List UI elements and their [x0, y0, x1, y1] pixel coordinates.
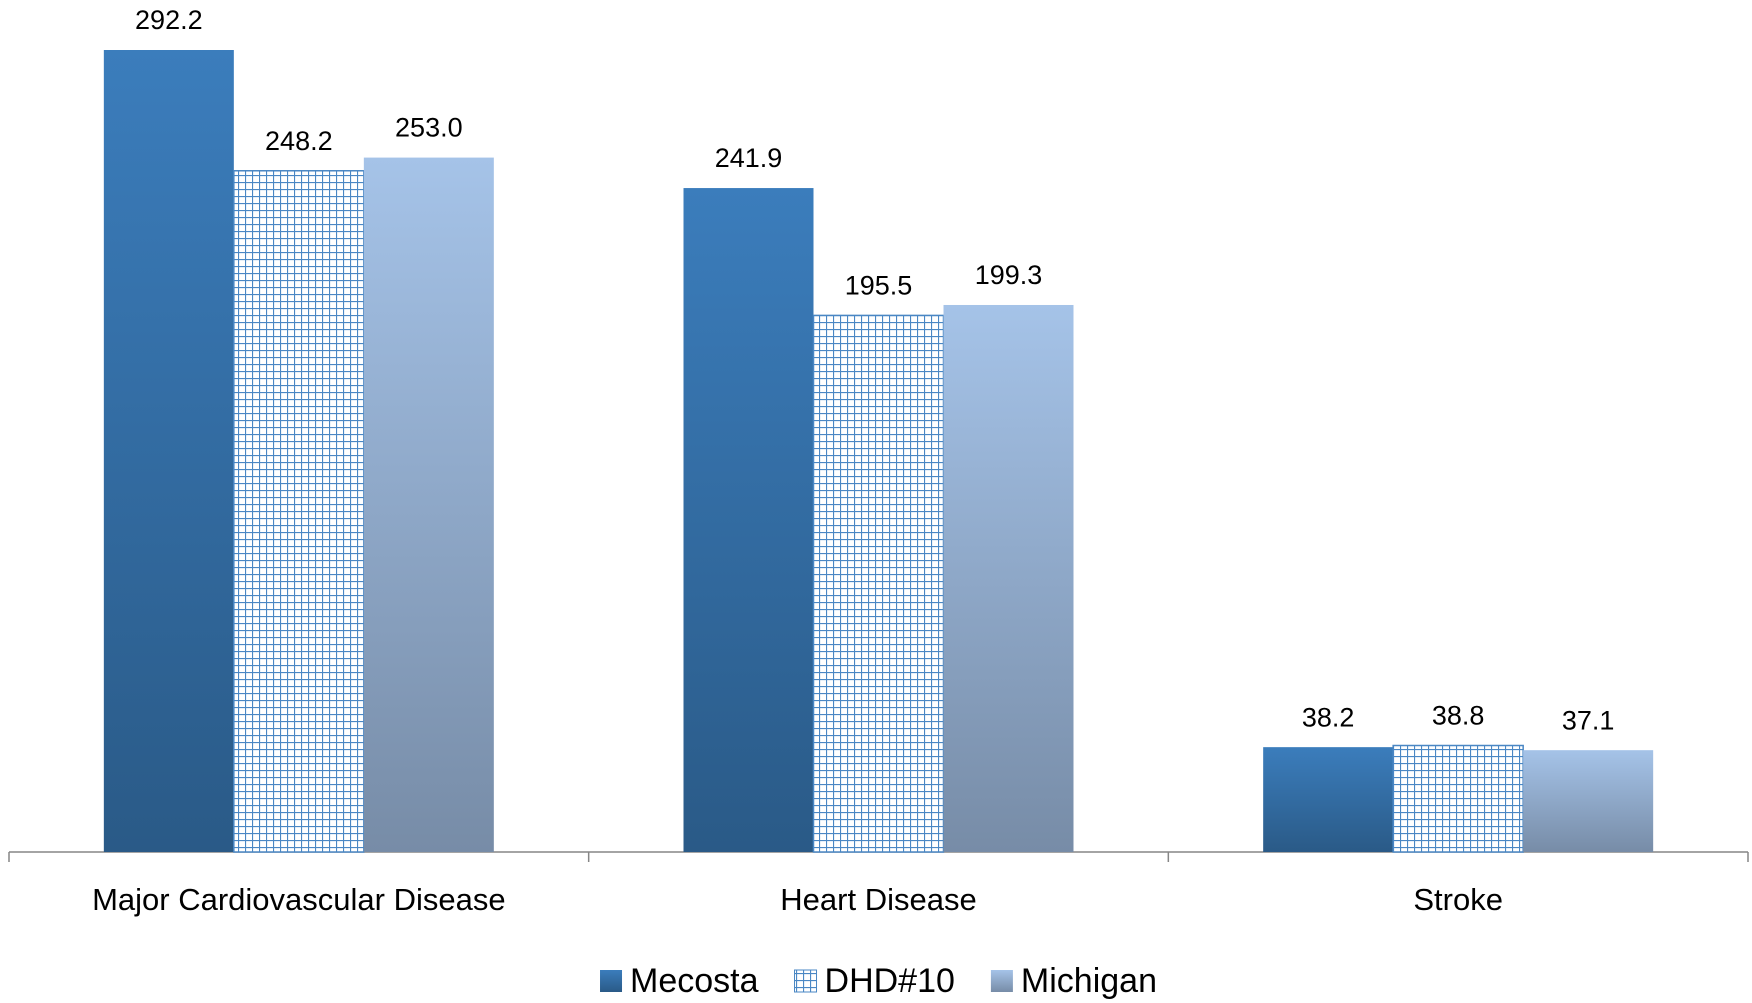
legend-label: DHD#10	[825, 962, 955, 1000]
legend-swatch	[600, 970, 623, 992]
value-label: 38.8	[1432, 701, 1485, 731]
value-label: 195.5	[845, 271, 913, 301]
value-label: 292.2	[135, 5, 203, 35]
value-label: 37.1	[1562, 705, 1615, 735]
x-tick-label: Stroke	[1413, 882, 1503, 917]
legend-swatch	[990, 970, 1013, 992]
legend-label: Michigan	[1021, 962, 1157, 1000]
value-label: 241.9	[715, 143, 783, 173]
legend: Mecosta DHD#10 Michigan	[600, 962, 1157, 1000]
bar	[683, 188, 814, 853]
value-label: 248.2	[265, 126, 333, 156]
bar	[943, 304, 1074, 853]
value-label: 199.3	[975, 260, 1043, 290]
bar	[1392, 744, 1524, 853]
legend-label: Mecosta	[630, 962, 759, 1000]
x-tick-label: Major Cardiovascular Disease	[92, 882, 506, 917]
value-label: 253.0	[395, 113, 463, 143]
legend-swatch	[794, 969, 818, 993]
bar	[363, 157, 494, 853]
x-tick-label: Heart Disease	[780, 882, 976, 917]
bar	[1523, 750, 1654, 852]
bar	[233, 170, 365, 853]
value-label: 38.2	[1302, 702, 1355, 732]
bar	[103, 50, 234, 852]
bar	[1263, 747, 1394, 852]
bar	[812, 314, 945, 853]
